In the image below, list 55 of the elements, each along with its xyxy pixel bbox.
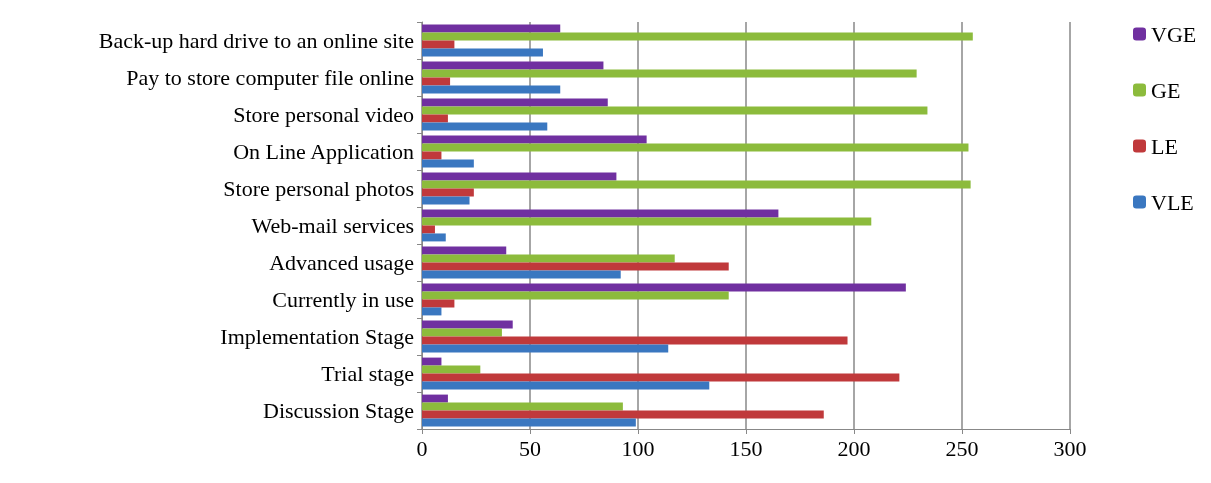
- bar: [422, 394, 448, 403]
- bar: [422, 328, 502, 337]
- bar: [422, 24, 561, 33]
- bar: [422, 135, 647, 144]
- x-tick-label: 50: [519, 435, 541, 461]
- bar: [422, 98, 608, 107]
- y-tick-label: On Line Application: [233, 139, 414, 164]
- bar: [422, 32, 973, 41]
- bar: [422, 381, 710, 390]
- bar: [422, 320, 513, 329]
- bar: [422, 209, 779, 218]
- bar: [422, 357, 442, 366]
- bar: [422, 402, 623, 411]
- bar: [422, 307, 442, 316]
- y-tick-label: Store personal video: [233, 102, 414, 127]
- bar: [422, 159, 474, 168]
- bar: [422, 291, 729, 300]
- y-tick-label: Trial stage: [321, 361, 414, 386]
- y-tick-label: Currently in use: [272, 287, 414, 312]
- x-tick-label: 200: [837, 435, 871, 461]
- bar: [422, 48, 543, 57]
- bar: [422, 246, 507, 255]
- bar: [422, 180, 971, 189]
- y-tick-label: Back-up hard drive to an online site: [98, 28, 414, 53]
- bar: [422, 106, 928, 115]
- y-tick-label: Pay to store computer file online: [126, 65, 414, 90]
- bar: [422, 344, 669, 353]
- bar: [422, 233, 446, 242]
- bar: [422, 365, 481, 374]
- bar: [422, 143, 969, 152]
- bar: [422, 122, 548, 131]
- bar: [422, 85, 561, 94]
- y-tick-label: Web-mail services: [251, 213, 414, 238]
- legend-label: GE: [1151, 77, 1181, 103]
- bar: [422, 254, 675, 263]
- legend-label: LE: [1151, 133, 1178, 159]
- bar: [422, 418, 636, 427]
- bar: [422, 172, 617, 181]
- x-tick-label: 300: [1053, 435, 1087, 461]
- y-tick-label: Advanced usage: [269, 250, 414, 275]
- legend-label: VLE: [1151, 189, 1194, 215]
- y-tick-label: Discussion Stage: [263, 398, 414, 423]
- x-tick-label: 100: [621, 435, 655, 461]
- bar: [422, 283, 906, 292]
- bar: [422, 61, 604, 70]
- bar: [422, 196, 470, 205]
- y-tick-label: Implementation Stage: [220, 324, 414, 349]
- bar: [422, 217, 872, 226]
- x-tick-label: 0: [416, 435, 428, 461]
- x-tick-label: 150: [729, 435, 763, 461]
- x-tick-label: 250: [945, 435, 979, 461]
- bar: [422, 69, 917, 78]
- legend-label: VGE: [1151, 21, 1197, 47]
- bar: [422, 270, 621, 279]
- y-tick-label: Store personal photos: [223, 176, 414, 201]
